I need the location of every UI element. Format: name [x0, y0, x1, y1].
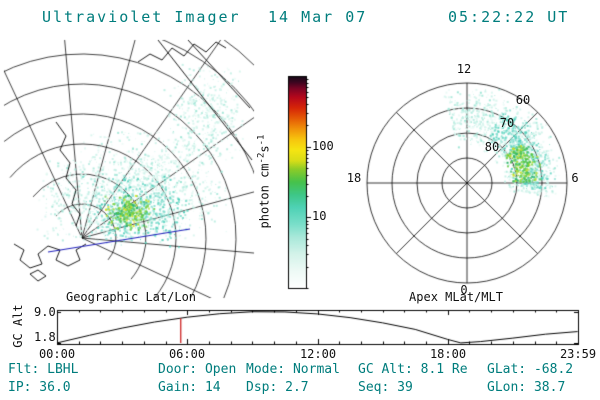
strip-xtick-1200: 12:00	[299, 347, 337, 361]
strip-xtick-0000: 00:00	[38, 347, 76, 361]
status-door: Door: Open	[158, 362, 237, 377]
status-flt: Flt: LBHL	[8, 362, 79, 377]
colorbar-unit-base1: photon cm	[257, 163, 272, 229]
mlt-label-18: 18	[346, 171, 362, 185]
mlat-ring-label-70: 70	[499, 116, 515, 130]
strip-xtick-1800: 18:00	[429, 347, 467, 361]
strip-xtick-0600: 06:00	[168, 347, 206, 361]
colorbar-tick-10: 10	[312, 209, 327, 224]
status-seq: Seq: 39	[358, 380, 413, 395]
colorbar-unit-exp1: -2	[256, 152, 267, 164]
mlt-label-12: 12	[456, 62, 472, 76]
status-ip: IP: 36.0	[8, 380, 71, 395]
header-date: 14 Mar 07	[268, 8, 368, 26]
header-time: 05:22:22 UT	[448, 8, 570, 26]
status-mode: Mode: Normal	[246, 362, 340, 377]
colorbar-unit-label: photon cm-2s-1	[257, 130, 272, 234]
strip-ytick-max: 9.0	[34, 305, 56, 319]
status-gain: Gain: 14	[158, 380, 221, 395]
strip-ytick-min: 1.8	[34, 330, 56, 344]
caption-geographic: Geographic Lat/Lon	[65, 290, 197, 304]
app-title: Ultraviolet Imager	[42, 8, 241, 26]
mlt-label-6: 6	[571, 171, 579, 185]
mlat-ring-label-60: 60	[515, 93, 531, 107]
mlt-label-0: 0	[460, 283, 468, 297]
colorbar-unit-base2: s	[257, 145, 272, 153]
colorbar-tick-100: 100	[312, 138, 334, 153]
mlat-ring-label-80: 80	[484, 140, 500, 154]
status-dsp: Dsp: 2.7	[246, 380, 309, 395]
status-glon: GLon: 38.7	[487, 380, 566, 395]
status-glat: GLat: -68.2	[487, 362, 574, 377]
strip-ylabel: GC Alt	[11, 304, 25, 348]
colorbar-unit-exp2: -1	[256, 134, 267, 146]
status-gcalt: GC Alt: 8.1 Re	[358, 362, 468, 377]
caption-apex: Apex MLat/MLT	[409, 290, 503, 304]
strip-xtick-2359: 23:59	[559, 347, 597, 361]
